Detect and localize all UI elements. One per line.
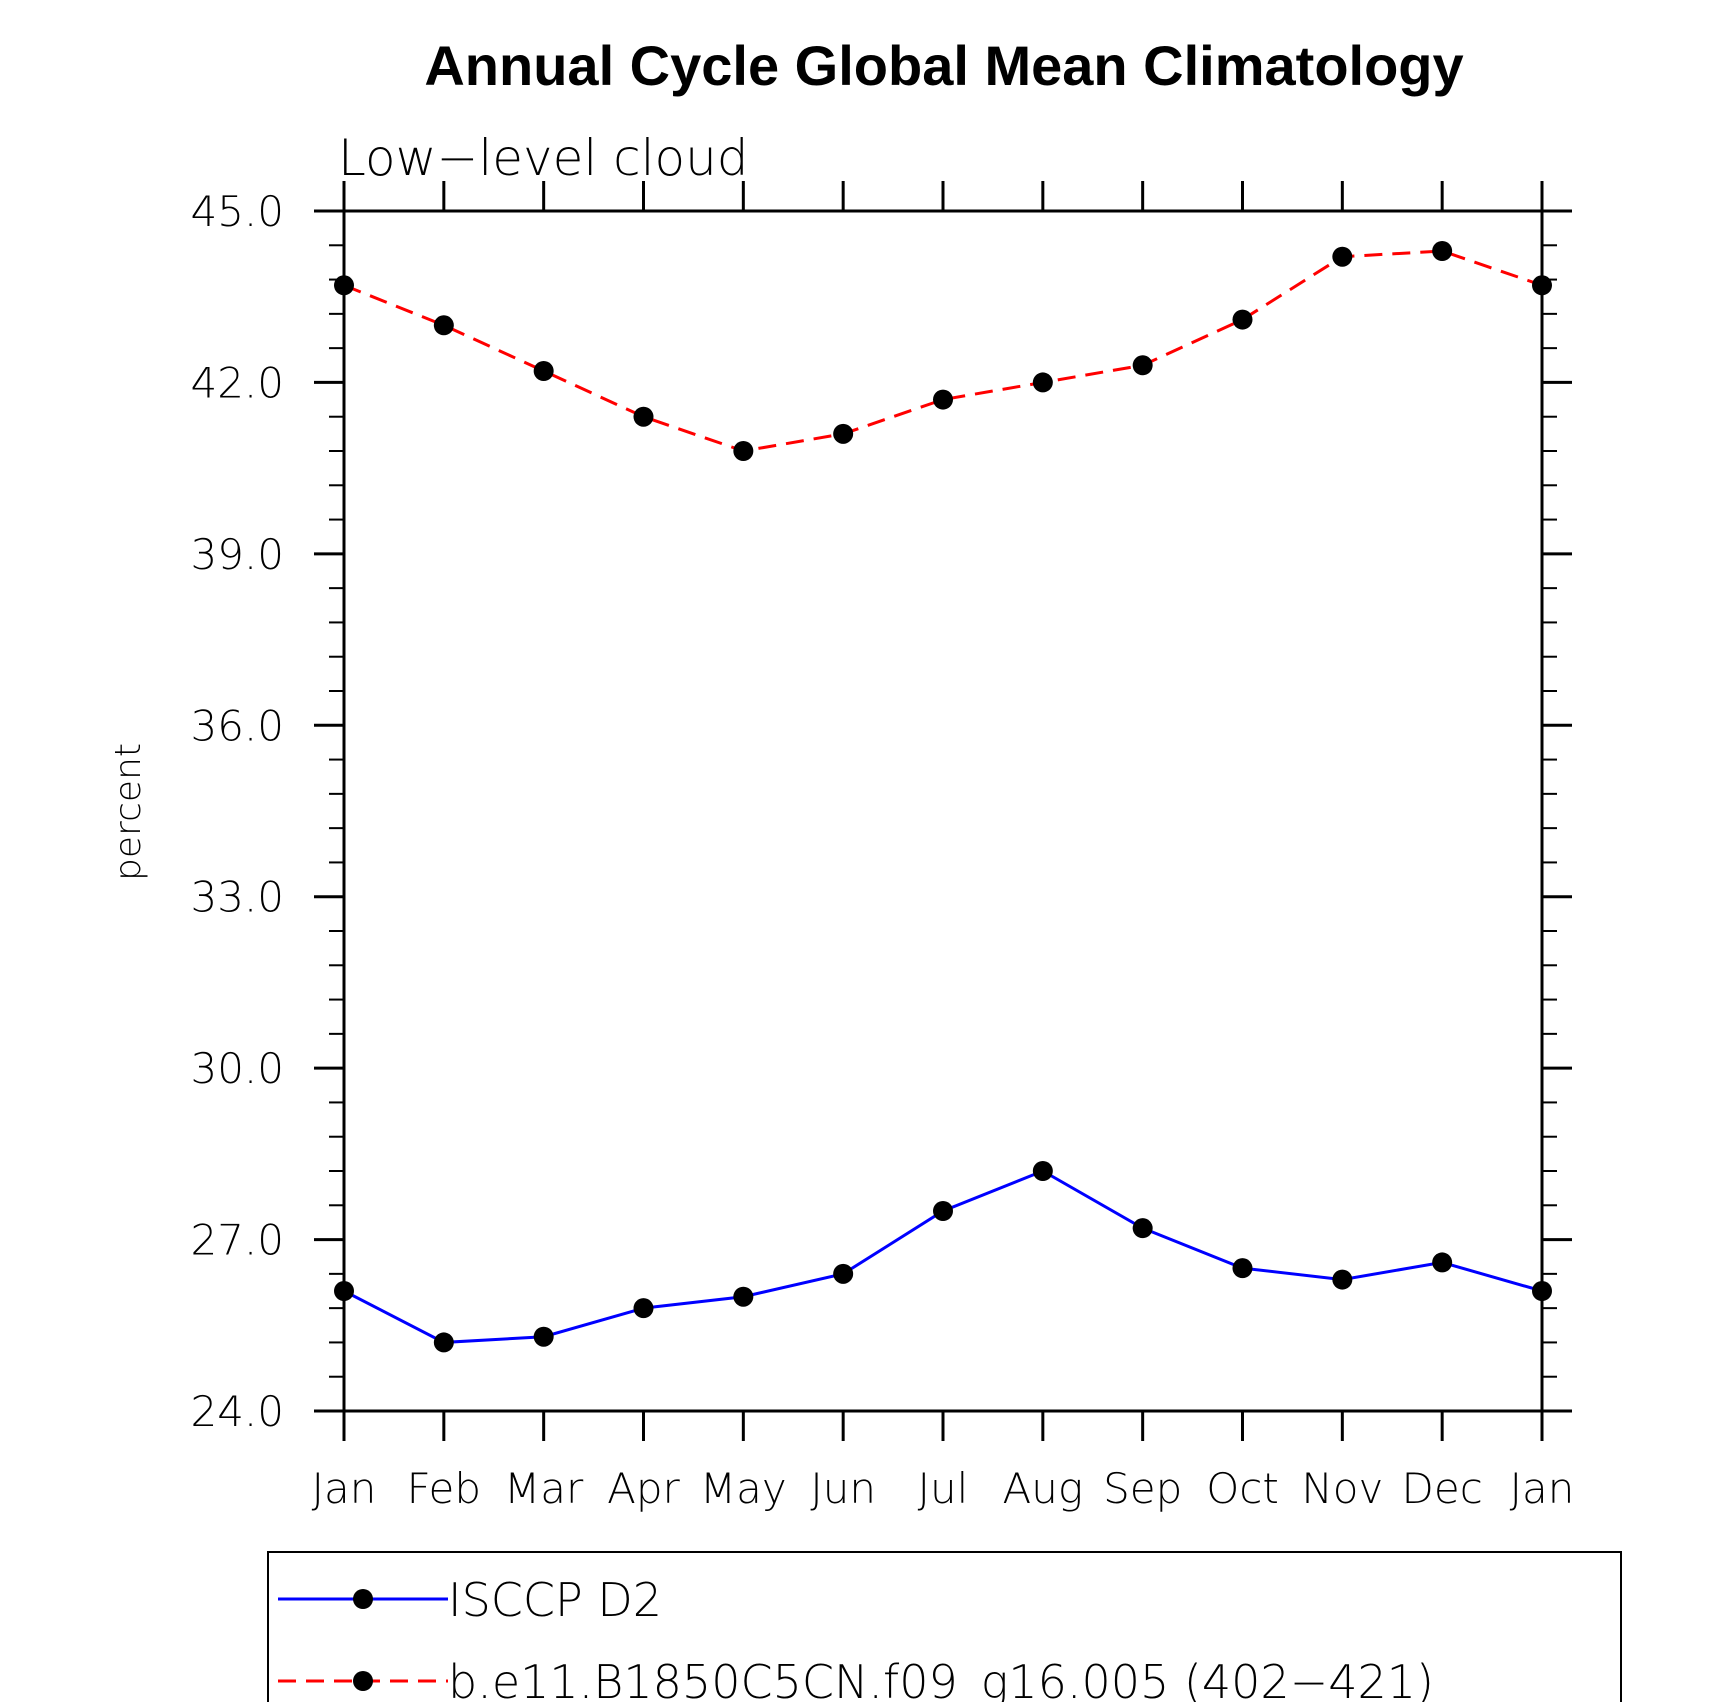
x-tick-label: May — [700, 1464, 787, 1513]
x-tick-label: Jan — [1510, 1464, 1575, 1513]
y-axis-label: percent — [108, 743, 149, 881]
data-point — [1432, 1252, 1453, 1273]
legend-swatch-marker — [353, 1589, 373, 1609]
legend-label: b.e11.B1850C5CN.f09_g16.005 (402−421) — [448, 1655, 1434, 1702]
data-point — [1432, 241, 1453, 261]
chart-title: Annual Cycle Global Mean Climatology — [424, 34, 1463, 97]
data-point — [533, 1326, 554, 1347]
data-point — [1132, 1218, 1153, 1239]
x-tick-label: Jan — [312, 1464, 377, 1513]
series-line — [343, 1169, 1543, 1344]
y-tick-label: 36.0 — [190, 701, 284, 750]
x-tick-label: Nov — [1301, 1464, 1383, 1513]
data-point — [633, 406, 654, 427]
y-tick-label: 24.0 — [190, 1387, 284, 1436]
data-point — [1532, 275, 1552, 296]
data-point — [833, 423, 854, 444]
data-point — [433, 315, 454, 336]
data-point — [1332, 1269, 1353, 1290]
data-point — [733, 441, 754, 461]
data-point — [1532, 1281, 1552, 1301]
data-point — [334, 275, 354, 296]
data-point — [733, 1286, 754, 1307]
plot-axes: Jan Feb Mar Apr May Jun Jul Aug Sep Oct Nov Dec Jan 2… — [190, 181, 1574, 1513]
x-tick-label: Mar — [504, 1464, 584, 1513]
series-line — [343, 249, 1543, 453]
legend-label: ISCCP D2 — [448, 1573, 662, 1627]
x-tick-label: Oct — [1206, 1464, 1279, 1513]
data-point — [933, 389, 953, 410]
data-point — [1232, 1258, 1253, 1279]
y-tick-label: 42.0 — [190, 358, 284, 407]
data-point — [1232, 309, 1253, 330]
data-point — [433, 1332, 454, 1353]
plot-area — [334, 241, 1552, 1353]
x-tick-label: Apr — [607, 1464, 680, 1513]
legend-box — [267, 1551, 1622, 1702]
y-tick-label: 39.0 — [190, 530, 284, 579]
data-point — [1332, 246, 1353, 267]
data-point — [833, 1263, 854, 1284]
x-tick-label: Jun — [810, 1464, 876, 1513]
y-tick-label: 30.0 — [190, 1044, 284, 1093]
x-tick-label: Sep — [1103, 1464, 1182, 1513]
data-point — [533, 361, 554, 381]
data-point — [334, 1281, 354, 1301]
data-point — [633, 1298, 654, 1319]
data-point — [933, 1201, 953, 1221]
y-tick-label: 45.0 — [190, 187, 284, 236]
x-tick-label: Aug — [1003, 1464, 1084, 1513]
x-tick-label: Feb — [407, 1464, 481, 1513]
y-tick-label: 33.0 — [190, 873, 284, 922]
data-point — [1032, 1161, 1053, 1181]
x-tick-label: Jul — [918, 1464, 969, 1513]
legend: ISCCP D2 b.e11.B1850C5CN.f09_g16.005 (402… — [267, 1551, 1622, 1702]
x-tick-label: Dec — [1402, 1464, 1483, 1513]
chart-subtitle: Low−level cloud — [338, 129, 749, 187]
data-point — [1132, 355, 1153, 376]
legend-swatch-marker — [353, 1671, 373, 1691]
data-point — [1032, 372, 1053, 393]
y-tick-label: 27.0 — [190, 1216, 284, 1265]
